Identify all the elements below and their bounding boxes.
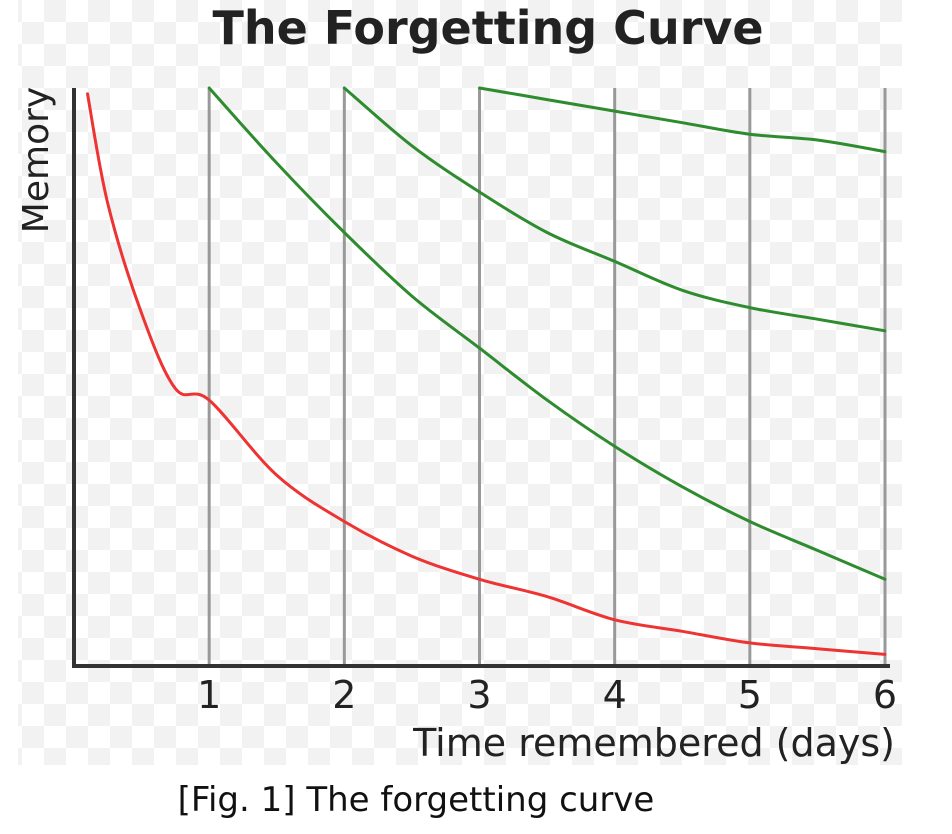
- x-tick-labels: 1 2 3 4 5 6: [197, 673, 897, 717]
- y-axis-label: Memory: [16, 87, 57, 233]
- x-tick-label-6: 6: [873, 673, 897, 717]
- forgetting-curve-line: [86, 92, 887, 656]
- x-axis-label: Time remembered (days): [412, 721, 895, 765]
- review-curve-line-3: [478, 86, 887, 154]
- figure-caption: [Fig. 1] The forgetting curve: [177, 780, 655, 820]
- x-tick-label-5: 5: [738, 673, 762, 717]
- review-curve-line-2: [342, 86, 887, 333]
- forgetting-curve-chart: The Forgetting Curve Memory 1 2 3 4 5 6 Time …: [16, 0, 902, 765]
- x-tick-label-3: 3: [467, 673, 491, 717]
- chart-title: The Forgetting Curve: [212, 1, 763, 55]
- vertical-gridlines: [207, 88, 887, 666]
- x-tick-label-4: 4: [603, 673, 627, 717]
- x-tick-label-2: 2: [332, 673, 356, 717]
- curves: [86, 86, 887, 656]
- chart-background: [18, 0, 902, 765]
- x-tick-label-1: 1: [197, 673, 221, 717]
- review-curve-line-1: [207, 86, 887, 581]
